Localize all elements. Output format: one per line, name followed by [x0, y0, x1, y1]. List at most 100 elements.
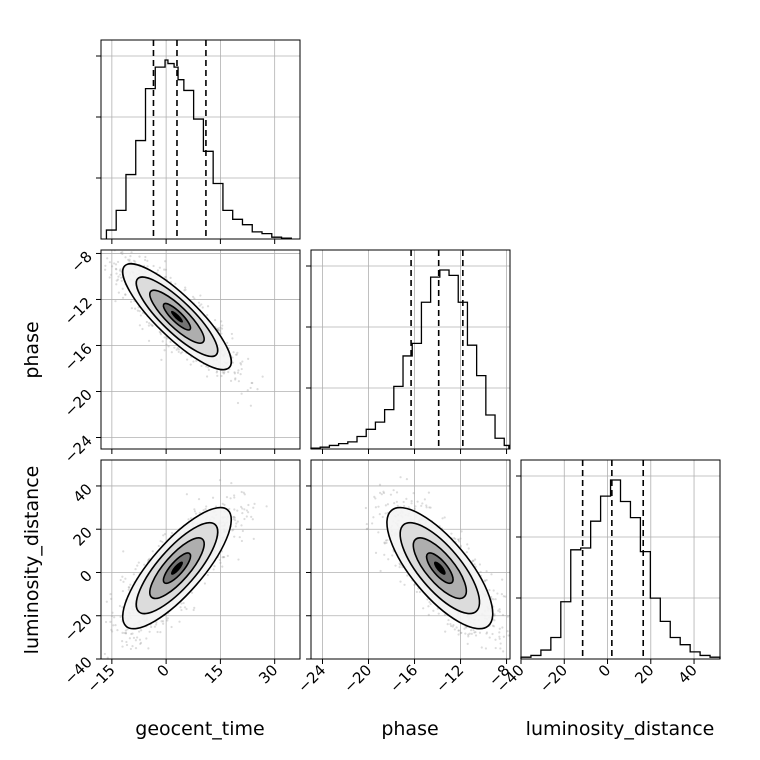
sample-point	[121, 640, 124, 643]
panel-phase-vs-geocent_time: −24 −20 −16 −12 −8	[61, 237, 301, 467]
sample-point	[384, 539, 388, 542]
sample-point	[496, 592, 499, 595]
sample-point	[216, 374, 219, 377]
sample-point	[124, 293, 127, 296]
sample-point	[170, 625, 173, 629]
sample-point	[485, 570, 488, 573]
sample-point	[443, 516, 446, 519]
sample-point	[485, 632, 488, 635]
sample-point	[502, 635, 505, 638]
sample-point	[230, 481, 233, 485]
sample-point	[494, 646, 497, 650]
sample-point	[119, 578, 122, 582]
sample-point	[459, 631, 462, 635]
sample-point	[500, 592, 503, 596]
sample-point	[253, 502, 256, 505]
sample-point	[410, 499, 413, 503]
sample-point	[245, 515, 248, 518]
sample-point	[502, 595, 505, 598]
sample-point	[146, 259, 149, 262]
sample-point	[132, 573, 135, 576]
y-tick-label-phase: −12	[61, 294, 96, 329]
sample-point	[129, 300, 133, 303]
sample-point	[410, 502, 413, 505]
sample-point	[108, 276, 111, 279]
sample-point	[223, 556, 226, 559]
sample-point	[206, 313, 209, 317]
sample-point	[96, 622, 98, 624]
sample-point	[379, 569, 382, 573]
sample-point	[112, 624, 115, 627]
sample-point	[99, 237, 101, 239]
sample-point	[240, 524, 243, 527]
sample-point	[200, 364, 203, 368]
sample-point	[470, 629, 473, 632]
sample-point	[222, 372, 226, 375]
sample-point	[457, 629, 461, 632]
sample-point	[191, 295, 195, 298]
sample-point	[180, 602, 183, 605]
sample-point	[453, 628, 456, 631]
ylabel-phase: phase	[21, 321, 43, 378]
sample-point	[105, 242, 107, 244]
sample-point	[399, 563, 402, 566]
sample-point	[124, 293, 127, 296]
sample-point	[115, 283, 118, 286]
sample-point	[425, 504, 428, 507]
sample-point	[468, 632, 471, 635]
sample-point	[243, 493, 246, 496]
sample-point	[163, 276, 167, 279]
sample-point	[460, 530, 463, 533]
sample-point	[161, 340, 164, 343]
sample-point	[247, 503, 250, 507]
sample-point	[123, 631, 126, 635]
sample-point	[158, 330, 161, 333]
sample-point	[518, 623, 520, 625]
sample-point	[164, 268, 168, 271]
sample-point	[218, 328, 221, 332]
sample-point	[140, 629, 143, 632]
sample-point	[403, 504, 406, 508]
sample-point	[428, 506, 431, 509]
sample-point	[479, 570, 482, 574]
sample-point	[251, 518, 254, 521]
sample-point	[110, 597, 113, 600]
sample-point	[252, 537, 255, 540]
sample-point	[204, 507, 207, 511]
sample-point	[428, 600, 431, 604]
sample-point	[179, 352, 182, 355]
sample-point	[446, 623, 449, 626]
sample-point	[147, 324, 151, 327]
sample-point	[365, 527, 368, 531]
sample-point	[444, 630, 447, 633]
sample-point	[377, 505, 380, 508]
x-tick-label-phase: −24	[294, 661, 329, 696]
sample-point	[213, 318, 217, 322]
sample-point	[236, 520, 239, 523]
sample-point	[221, 502, 224, 505]
sample-point	[507, 634, 510, 637]
sample-point	[155, 621, 158, 624]
sample-point	[114, 623, 117, 627]
sample-point	[233, 516, 236, 519]
sample-point	[234, 519, 237, 522]
sample-point	[114, 267, 118, 270]
sample-point	[385, 541, 388, 545]
sample-point	[134, 260, 137, 263]
sample-point	[232, 518, 235, 521]
x-tick-label-luminosity_distance: 0	[595, 661, 614, 680]
sample-point	[151, 324, 154, 327]
sample-point	[136, 309, 139, 312]
sample-point	[247, 511, 250, 514]
sample-point	[398, 562, 401, 565]
sample-point	[104, 620, 108, 624]
sample-point	[364, 506, 367, 510]
sample-point	[465, 626, 468, 629]
sample-point	[467, 633, 470, 636]
sample-point	[436, 607, 439, 610]
sample-point	[120, 279, 123, 282]
sample-point	[492, 625, 496, 628]
y-tick-label-luminosity_distance: 0	[76, 567, 95, 586]
sample-point	[242, 491, 245, 494]
